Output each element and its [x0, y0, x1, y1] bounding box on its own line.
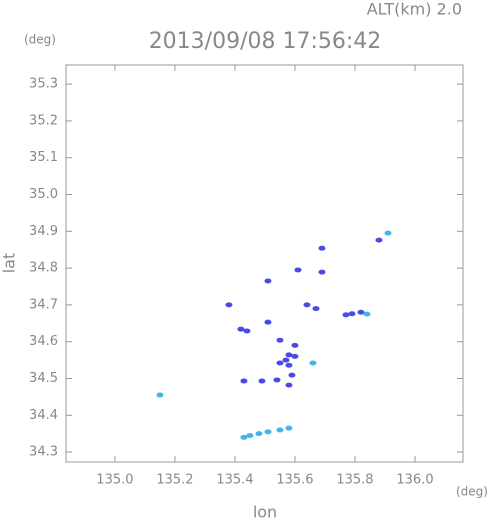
- y-tick-label: 34.7: [29, 297, 58, 312]
- echo-point: [348, 311, 356, 317]
- x-tick-label: 135.2: [156, 473, 193, 488]
- echo-point: [285, 352, 293, 358]
- echo-point: [276, 360, 284, 366]
- y-tick-label: 35.0: [29, 187, 58, 202]
- x-unit: (deg): [456, 485, 488, 499]
- echo-point: [264, 429, 272, 435]
- echo-point: [363, 311, 371, 317]
- echo-point: [288, 372, 296, 378]
- plot-frame: [65, 64, 464, 463]
- echo-point: [264, 278, 272, 284]
- y-tick-label: 35.2: [29, 113, 58, 128]
- echo-point: [156, 392, 164, 398]
- echo-point: [357, 309, 365, 315]
- x-tick-label: 135.4: [216, 473, 253, 488]
- echo-point: [312, 306, 320, 312]
- echo-point: [240, 434, 248, 440]
- x-tick-label: 135.6: [276, 473, 313, 488]
- echo-point: [240, 378, 248, 384]
- echo-point: [276, 427, 284, 433]
- chart-title: 2013/09/08 17:56:42: [149, 29, 382, 54]
- echo-point: [303, 302, 311, 308]
- echo-point: [282, 357, 290, 363]
- y-tick-label: 35.3: [29, 77, 58, 92]
- echo-point: [258, 378, 266, 384]
- echo-point: [285, 382, 293, 388]
- echo-point: [255, 431, 263, 437]
- y-unit: (deg): [24, 33, 56, 47]
- y-tick-label: 34.3: [29, 445, 58, 460]
- echo-point: [246, 433, 254, 439]
- x-axis-label: lon: [253, 503, 277, 522]
- echo-point: [243, 328, 251, 334]
- echo-point: [276, 337, 284, 343]
- echo-point: [384, 230, 392, 236]
- x-tick-label: 135.0: [96, 473, 133, 488]
- echo-point: [291, 342, 299, 348]
- echo-point: [291, 353, 299, 359]
- echo-point: [285, 425, 293, 431]
- y-tick-label: 34.8: [29, 261, 58, 276]
- altitude: ALT(km) 2.0: [367, 0, 462, 19]
- y-axis-label: lat: [0, 253, 19, 274]
- y-tick-label: 34.6: [29, 334, 58, 349]
- y-tick-label: 35.1: [29, 150, 58, 165]
- echo-point: [318, 245, 326, 251]
- echo-point: [309, 360, 317, 366]
- y-tick-label: 34.9: [29, 224, 58, 239]
- echo-point: [285, 362, 293, 368]
- x-tick-label: 135.8: [336, 473, 373, 488]
- echo-point: [264, 319, 272, 325]
- echo-point: [318, 269, 326, 275]
- x-tick-label: 136.0: [396, 473, 433, 488]
- echo-point: [225, 302, 233, 308]
- echo-point: [294, 267, 302, 273]
- echo-point: [342, 312, 350, 318]
- echo-point: [273, 377, 281, 383]
- y-tick-label: 34.4: [29, 408, 58, 423]
- echo-point: [375, 237, 383, 243]
- y-tick-label: 34.5: [29, 371, 58, 386]
- echo-point: [237, 326, 245, 332]
